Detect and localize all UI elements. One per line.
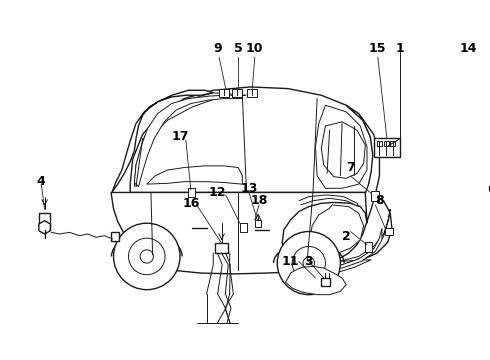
FancyBboxPatch shape (321, 278, 330, 286)
FancyBboxPatch shape (232, 89, 243, 97)
Text: 18: 18 (250, 194, 268, 207)
Circle shape (140, 250, 153, 263)
Circle shape (292, 247, 325, 280)
Polygon shape (134, 95, 243, 186)
FancyBboxPatch shape (240, 223, 247, 232)
Text: 7: 7 (346, 161, 355, 174)
Text: 12: 12 (209, 186, 226, 199)
Text: 14: 14 (460, 42, 477, 55)
Polygon shape (284, 209, 390, 273)
FancyBboxPatch shape (255, 220, 261, 228)
Circle shape (128, 238, 165, 275)
Polygon shape (282, 105, 379, 265)
FancyBboxPatch shape (385, 228, 393, 235)
Polygon shape (311, 205, 364, 253)
Text: 1: 1 (396, 42, 405, 55)
FancyBboxPatch shape (374, 139, 400, 157)
Text: 11: 11 (282, 255, 299, 268)
Polygon shape (111, 193, 392, 274)
FancyBboxPatch shape (219, 89, 229, 97)
Polygon shape (39, 221, 50, 234)
Circle shape (277, 231, 341, 295)
Polygon shape (134, 93, 246, 186)
Polygon shape (112, 90, 213, 193)
Text: 8: 8 (375, 194, 384, 207)
FancyBboxPatch shape (366, 242, 372, 252)
Text: 3: 3 (304, 255, 313, 268)
FancyBboxPatch shape (371, 191, 379, 201)
Text: 9: 9 (213, 42, 222, 55)
Polygon shape (286, 266, 346, 295)
Text: 5: 5 (234, 42, 243, 55)
Circle shape (114, 223, 180, 290)
Polygon shape (299, 195, 359, 207)
Polygon shape (284, 228, 382, 270)
Text: 10: 10 (246, 42, 264, 55)
Text: 6: 6 (487, 184, 490, 197)
Text: 15: 15 (369, 42, 387, 55)
FancyBboxPatch shape (247, 89, 257, 97)
Polygon shape (316, 105, 367, 188)
FancyBboxPatch shape (215, 243, 228, 253)
Text: 17: 17 (172, 130, 189, 143)
Text: 13: 13 (240, 182, 258, 195)
FancyBboxPatch shape (465, 165, 473, 177)
Text: 4: 4 (37, 175, 46, 188)
Polygon shape (321, 122, 366, 178)
Polygon shape (130, 87, 374, 193)
Text: 2: 2 (342, 230, 350, 243)
FancyBboxPatch shape (39, 213, 50, 230)
Text: 16: 16 (182, 197, 199, 210)
Polygon shape (147, 166, 243, 184)
FancyBboxPatch shape (188, 188, 195, 197)
FancyBboxPatch shape (111, 232, 120, 240)
Circle shape (303, 257, 315, 269)
